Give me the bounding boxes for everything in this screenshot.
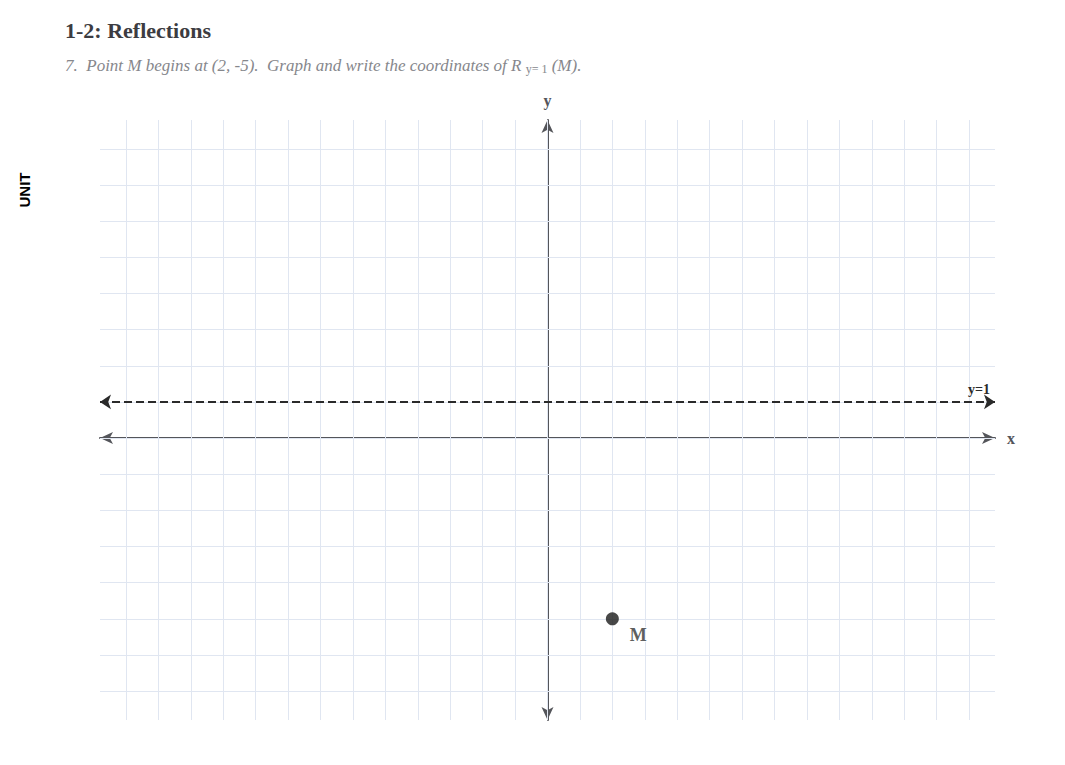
- svg-text:(M).: (M).: [547, 56, 581, 75]
- svg-text:M: M: [630, 625, 647, 645]
- svg-text:y: y: [544, 92, 552, 110]
- svg-text:UNIT: UNIT: [16, 173, 33, 208]
- svg-text:7. Point M begins at (2, -5).: 7. Point M begins at (2, -5). Graph and …: [65, 56, 526, 75]
- svg-text:y=1: y=1: [968, 382, 990, 397]
- svg-text:x: x: [1007, 430, 1015, 447]
- svg-text:y= 1: y= 1: [526, 62, 548, 76]
- svg-text:1-2: Reflections: 1-2: Reflections: [65, 18, 211, 43]
